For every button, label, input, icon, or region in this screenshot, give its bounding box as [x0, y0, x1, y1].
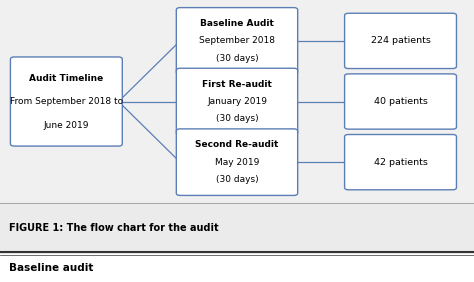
Text: Baseline audit: Baseline audit [9, 263, 94, 273]
Text: First Re-audit: First Re-audit [202, 80, 272, 89]
FancyBboxPatch shape [345, 74, 456, 129]
Bar [0, 254, 474, 282]
Text: May 2019: May 2019 [215, 158, 259, 167]
FancyBboxPatch shape [176, 8, 298, 74]
Text: (30 days): (30 days) [216, 175, 258, 184]
Text: 40 patients: 40 patients [374, 97, 428, 106]
FancyBboxPatch shape [10, 57, 122, 146]
Bar [0, 0, 474, 203]
Text: September 2018: September 2018 [199, 36, 275, 45]
Bar [0, 203, 474, 254]
Text: 224 patients: 224 patients [371, 36, 430, 45]
Text: Second Re-audit: Second Re-audit [195, 140, 279, 149]
Text: June 2019: June 2019 [44, 120, 89, 129]
FancyBboxPatch shape [176, 68, 298, 135]
FancyBboxPatch shape [345, 13, 456, 69]
Text: Audit Timeline: Audit Timeline [29, 74, 103, 83]
Text: 42 patients: 42 patients [374, 158, 428, 167]
Text: FIGURE 1: The flow chart for the audit: FIGURE 1: The flow chart for the audit [9, 223, 219, 233]
Text: (30 days): (30 days) [216, 54, 258, 63]
FancyBboxPatch shape [345, 135, 456, 190]
Text: Baseline Audit: Baseline Audit [200, 19, 274, 28]
Text: (30 days): (30 days) [216, 114, 258, 123]
Text: January 2019: January 2019 [207, 97, 267, 106]
FancyBboxPatch shape [176, 129, 298, 195]
Text: From September 2018 to: From September 2018 to [10, 97, 123, 106]
